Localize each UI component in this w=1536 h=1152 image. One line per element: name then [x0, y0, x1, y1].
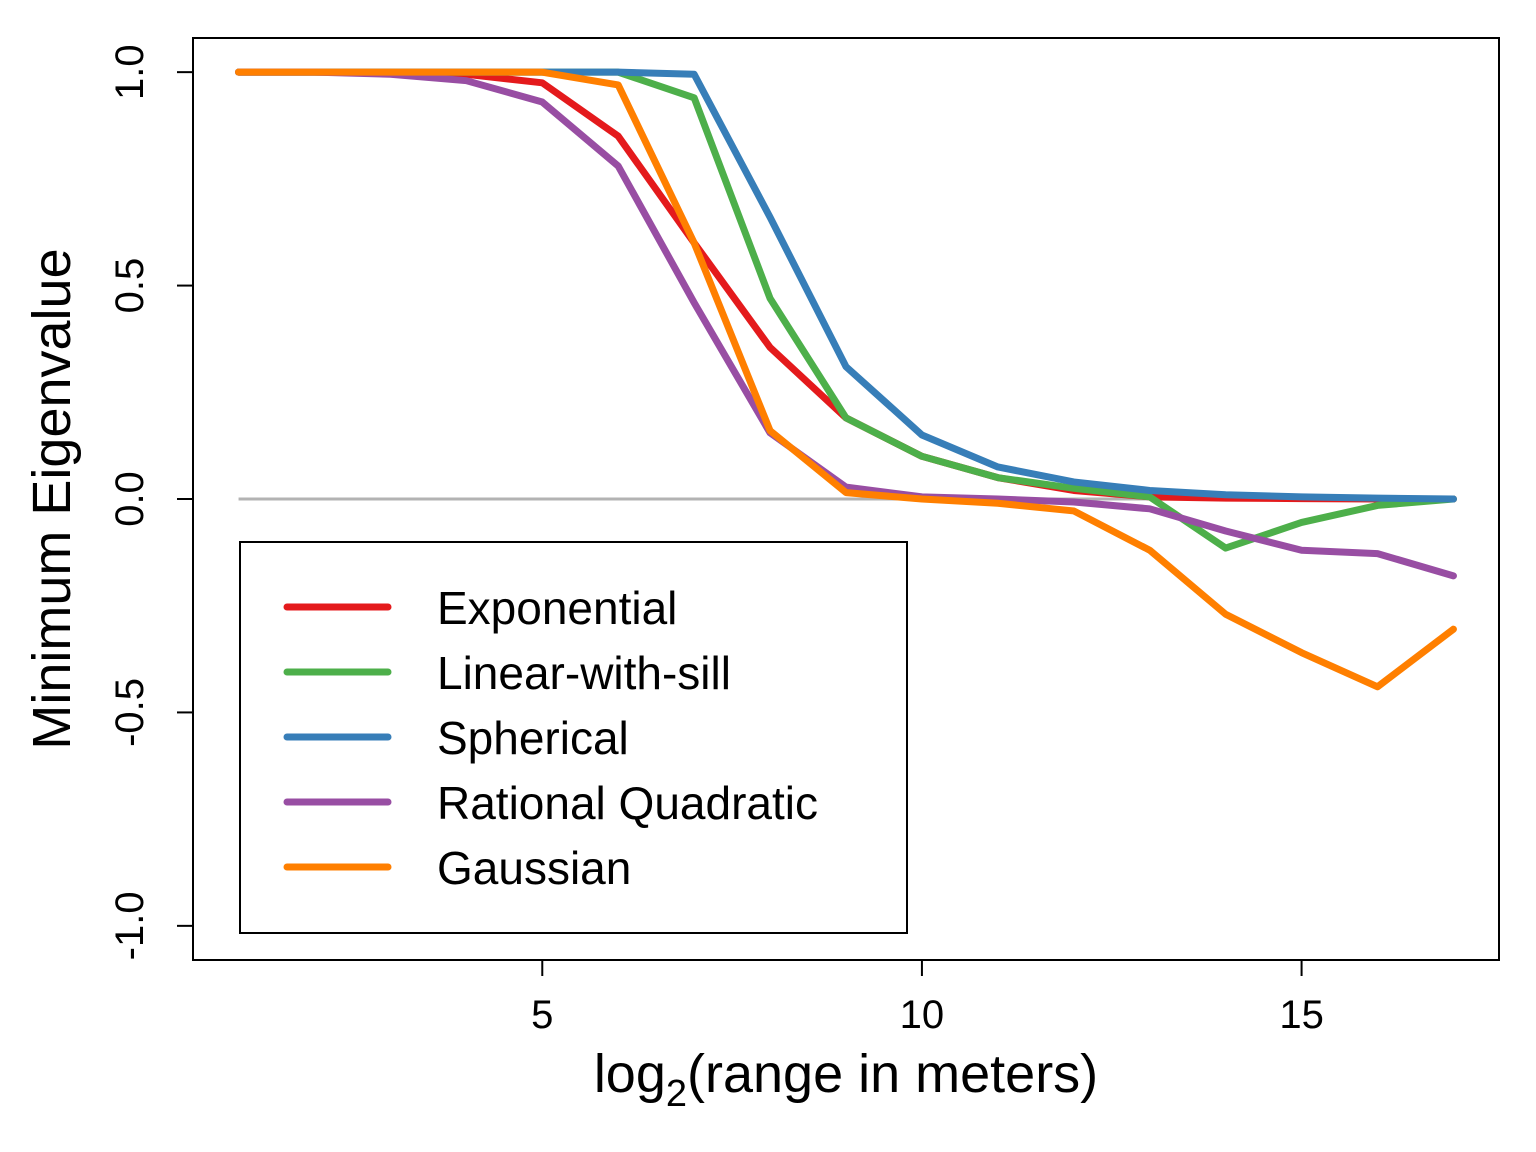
- y-tick-label: -1.0: [108, 891, 152, 960]
- series-layer: [235, 68, 1457, 691]
- x-axis-title-base: log: [594, 1044, 666, 1104]
- x-axis-title-rest: (range in meters): [687, 1044, 1098, 1104]
- x-tick-label: 5: [531, 993, 553, 1037]
- legend-label: Rational Quadratic: [437, 777, 818, 829]
- legend: Exponential Linear-with-sill Spherical Rati…: [239, 541, 908, 934]
- y-tick-label: -0.5: [108, 678, 152, 747]
- x-axis-title-subscript: 2: [666, 1073, 687, 1115]
- series-line-exponential: [235, 68, 1457, 503]
- legend-label: Linear-with-sill: [437, 647, 731, 699]
- legend-label: Exponential: [437, 582, 677, 634]
- x-tick-label: 10: [900, 993, 945, 1037]
- x-tick-label: 15: [1279, 993, 1324, 1037]
- series-line-spherical: [235, 68, 1457, 503]
- x-axis-title: log2(range in meters): [594, 1044, 1098, 1115]
- y-tick-label: 0.5: [108, 258, 152, 314]
- y-axis-title: Minimum Eigenvalue: [22, 248, 82, 749]
- legend-label: Spherical: [437, 712, 629, 764]
- legend-items: Exponential Linear-with-sill Spherical Rati…: [283, 582, 818, 894]
- series-line-rational-quadratic: [235, 68, 1457, 580]
- y-tick-label: 1.0: [108, 44, 152, 100]
- legend-label: Gaussian: [437, 842, 631, 894]
- y-tick-label: 0.0: [108, 471, 152, 527]
- x-axis: 5 10 15: [531, 960, 1324, 1037]
- y-axis: -1.0 -0.5 0.0 0.5 1.0: [108, 44, 193, 960]
- series-line-linear-with-sill: [235, 68, 1457, 552]
- series-line-gaussian: [235, 68, 1457, 691]
